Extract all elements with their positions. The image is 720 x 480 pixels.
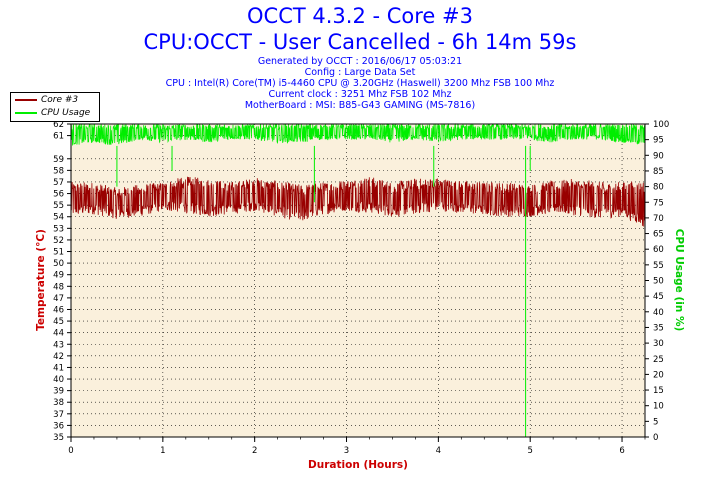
chart-title: OCCT 4.3.2 - Core #3 bbox=[247, 4, 473, 28]
y2-tick-label: 10 bbox=[653, 402, 664, 412]
y-tick-label: 47 bbox=[53, 294, 64, 304]
y2-tick-label: 70 bbox=[653, 214, 664, 224]
y-tick-label: 48 bbox=[53, 282, 64, 292]
y2-tick-label: 35 bbox=[653, 323, 664, 333]
x-tick-label: 6 bbox=[619, 446, 624, 456]
plot-background bbox=[71, 124, 645, 437]
y-tick-label: 44 bbox=[53, 329, 64, 339]
x-tick-label: 0 bbox=[68, 446, 73, 456]
y2-tick-label: 55 bbox=[653, 261, 664, 271]
y-tick-label: 45 bbox=[53, 317, 64, 327]
y-tick-label: 49 bbox=[53, 271, 64, 281]
y2-tick-label: 40 bbox=[653, 308, 664, 318]
y-tick-label: 37 bbox=[53, 410, 64, 420]
y-tick-label: 58 bbox=[53, 166, 64, 176]
y2-tick-label: 80 bbox=[653, 183, 664, 193]
y-tick-label: 51 bbox=[53, 248, 64, 258]
y-tick-label: 56 bbox=[53, 190, 64, 200]
x-tick-label: 4 bbox=[436, 446, 441, 456]
info-generated: Generated by OCCT : 2016/06/17 05:03:21 bbox=[257, 56, 463, 67]
info-cpu: CPU : Intel(R) Core(TM) i5-4460 CPU @ 3.… bbox=[165, 78, 555, 89]
y2-tick-label: 20 bbox=[653, 370, 664, 380]
y2-tick-label: 60 bbox=[653, 245, 664, 255]
y-tick-label: 39 bbox=[53, 387, 64, 397]
y2-tick-label: 90 bbox=[653, 151, 664, 161]
legend-item-core3: Core #3 bbox=[15, 94, 78, 106]
legend-label-core3: Core #3 bbox=[41, 95, 79, 105]
series-layer bbox=[70, 123, 646, 437]
y2-tick-label: 30 bbox=[653, 339, 664, 349]
legend-swatch-core3 bbox=[15, 98, 37, 101]
legend: Core #3 CPU Usage bbox=[10, 92, 100, 122]
series-line-cpu-usage bbox=[70, 123, 646, 146]
x-tick-label: 5 bbox=[527, 446, 532, 456]
y-axis-label: Temperature (°C) bbox=[35, 229, 47, 331]
y2-tick-label: 85 bbox=[653, 167, 664, 177]
y-tick-label: 50 bbox=[53, 259, 64, 269]
series-line-core-3 bbox=[70, 176, 646, 227]
y2-tick-label: 45 bbox=[653, 292, 664, 302]
y-tick-label: 52 bbox=[53, 236, 64, 246]
x-tick-label: 1 bbox=[160, 446, 165, 456]
y2-tick-label: 75 bbox=[653, 198, 664, 208]
y2-tick-label: 15 bbox=[653, 386, 664, 396]
y-tick-label: 57 bbox=[53, 178, 64, 188]
y2-tick-label: 65 bbox=[653, 230, 664, 240]
y2-tick-label: 5 bbox=[653, 417, 658, 427]
legend-item-cpu-usage: CPU Usage bbox=[15, 107, 90, 119]
y-tick-label: 35 bbox=[53, 433, 64, 443]
chart-subtitle: CPU:OCCT - User Cancelled - 6h 14m 59s bbox=[143, 30, 577, 54]
y2-tick-label: 50 bbox=[653, 277, 664, 287]
axes: 0 1 2 3 4 5 6353637383940414243444546474849505… bbox=[53, 120, 669, 456]
y-tick-label: 41 bbox=[53, 363, 64, 373]
info-config: Config : Large Data Set bbox=[304, 67, 416, 78]
y-tick-label: 53 bbox=[53, 224, 64, 234]
y2-tick-label: 95 bbox=[653, 136, 664, 146]
y2-tick-label: 25 bbox=[653, 355, 664, 365]
y-tick-label: 59 bbox=[53, 155, 64, 165]
legend-label-cpu-usage: CPU Usage bbox=[41, 108, 91, 118]
y-tick-label: 43 bbox=[53, 340, 64, 350]
x-tick-label: 2 bbox=[252, 446, 257, 456]
x-tick-label: 3 bbox=[344, 446, 349, 456]
y-tick-label: 38 bbox=[53, 398, 64, 408]
y-tick-label: 61 bbox=[53, 132, 64, 142]
legend-swatch-cpu-usage bbox=[15, 111, 37, 114]
y-tick-label: 40 bbox=[53, 375, 64, 385]
y2-axis-label: CPU Usage (in %) bbox=[673, 229, 685, 332]
y-tick-label: 42 bbox=[53, 352, 64, 362]
y-tick-label: 46 bbox=[53, 305, 64, 315]
info-motherboard: MotherBoard : MSI: B85-G43 GAMING (MS-78… bbox=[244, 100, 476, 111]
y-tick-label: 54 bbox=[53, 213, 64, 223]
y2-tick-label: 100 bbox=[653, 120, 669, 130]
y-tick-label: 62 bbox=[53, 120, 64, 130]
y2-tick-label: 0 bbox=[653, 433, 658, 443]
info-clock: Current clock : 3251 Mhz FSB 102 Mhz bbox=[268, 89, 452, 100]
y-tick-label: 36 bbox=[53, 421, 64, 431]
x-axis-label: Duration (Hours) bbox=[308, 459, 408, 471]
y-tick-label: 55 bbox=[53, 201, 64, 211]
